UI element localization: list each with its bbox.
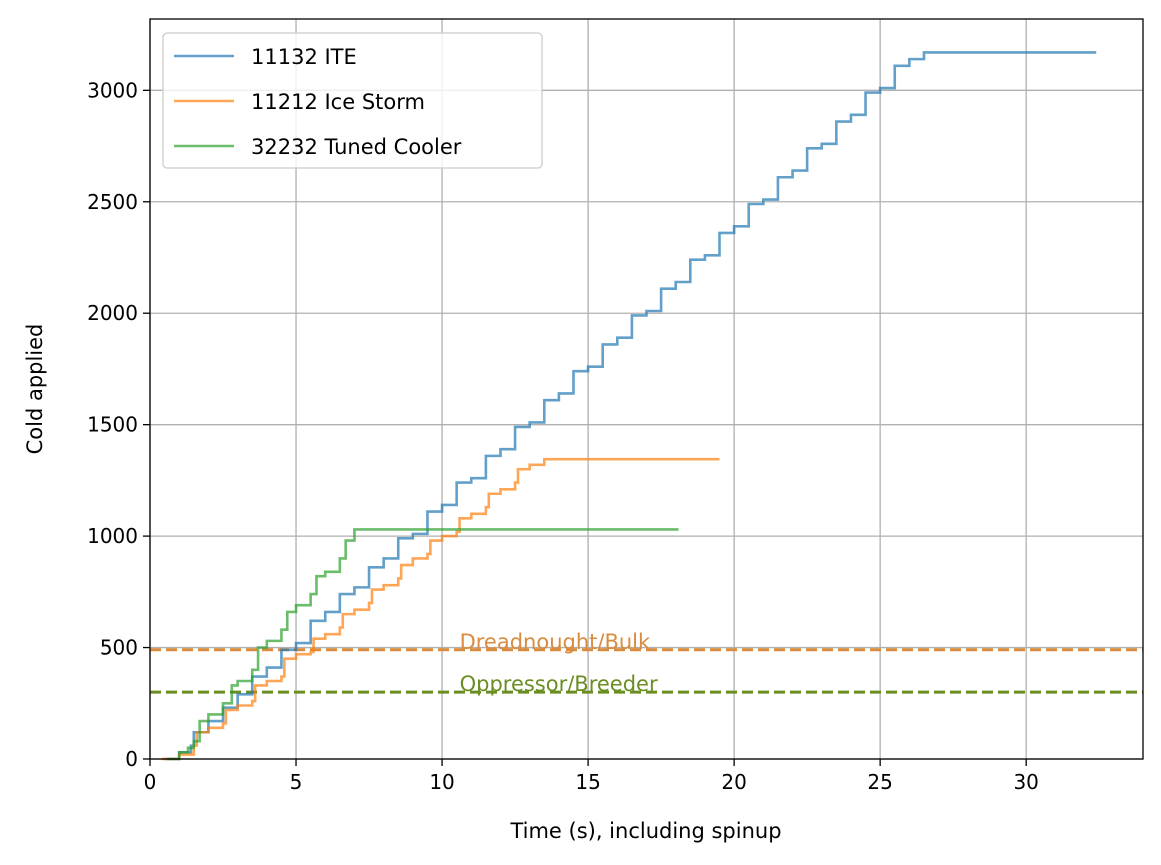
y-tick-label: 3000 <box>87 78 138 102</box>
legend-box <box>162 32 543 169</box>
axis-ticks: 0 5 10 15 20 25 30 0 500 1000 1500 2000 2500 3000 <box>87 78 1039 794</box>
legend-label: 11132 ITE <box>251 45 357 69</box>
x-tick-label: 30 <box>1013 770 1038 794</box>
legend-label: 11212 Ice Storm <box>251 90 425 114</box>
legend-label: 32232 Tuned Cooler <box>251 135 462 159</box>
y-tick-label: 1000 <box>87 524 138 548</box>
x-tick-label: 0 <box>144 770 157 794</box>
plot-frame <box>149 18 1144 760</box>
y-tick-label: 2500 <box>87 190 138 214</box>
x-tick-label: 10 <box>429 770 454 794</box>
legend: 11132 ITE 11212 Ice Storm 32232 Tuned Cool… <box>162 32 543 169</box>
reference-lines: Dreadnought/Bulk Oppressor/Breeder <box>150 630 1143 696</box>
y-axis-title: Cold applied <box>23 324 47 455</box>
reference-line-label: Oppressor/Breeder <box>460 672 658 696</box>
x-tick-label: 25 <box>867 770 892 794</box>
y-tick-label: 2000 <box>87 301 138 325</box>
y-tick-label: 1500 <box>87 413 138 437</box>
series-line <box>161 457 720 761</box>
x-tick-label: 20 <box>721 770 746 794</box>
y-tick-label: 0 <box>125 747 138 771</box>
y-tick-label: 500 <box>100 636 138 660</box>
x-axis-title: Time (s), including spinup <box>509 819 781 843</box>
series-line <box>167 528 679 761</box>
data-series <box>161 51 1097 761</box>
x-tick-label: 15 <box>575 770 600 794</box>
x-tick-label: 5 <box>290 770 303 794</box>
series-line <box>164 51 1097 761</box>
reference-line-label: Dreadnought/Bulk <box>460 630 651 654</box>
